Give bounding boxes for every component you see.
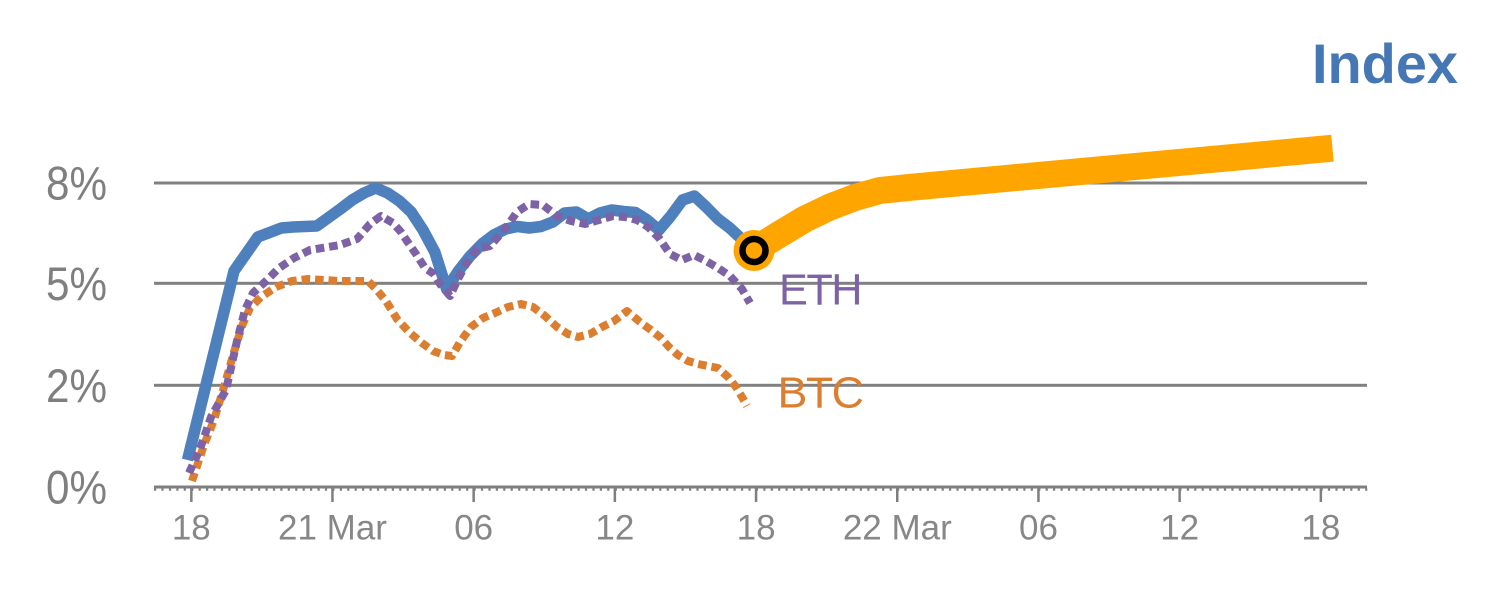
svg-text:06: 06 [1019,509,1058,548]
svg-text:0%: 0% [46,461,107,514]
svg-text:12: 12 [595,509,634,548]
svg-text:8%: 8% [46,157,107,210]
svg-text:ETH: ETH [779,266,861,314]
svg-text:Index: Index [1312,32,1458,95]
svg-text:18: 18 [1301,509,1340,548]
svg-text:18: 18 [172,509,211,548]
svg-text:18: 18 [737,509,776,548]
svg-text:21 Mar: 21 Mar [278,509,387,548]
svg-text:BTC: BTC [778,370,863,418]
svg-text:06: 06 [454,509,493,548]
svg-text:12: 12 [1160,509,1199,548]
svg-text:5%: 5% [46,257,107,310]
svg-text:2%: 2% [46,359,107,412]
svg-text:22 Mar: 22 Mar [843,509,952,548]
